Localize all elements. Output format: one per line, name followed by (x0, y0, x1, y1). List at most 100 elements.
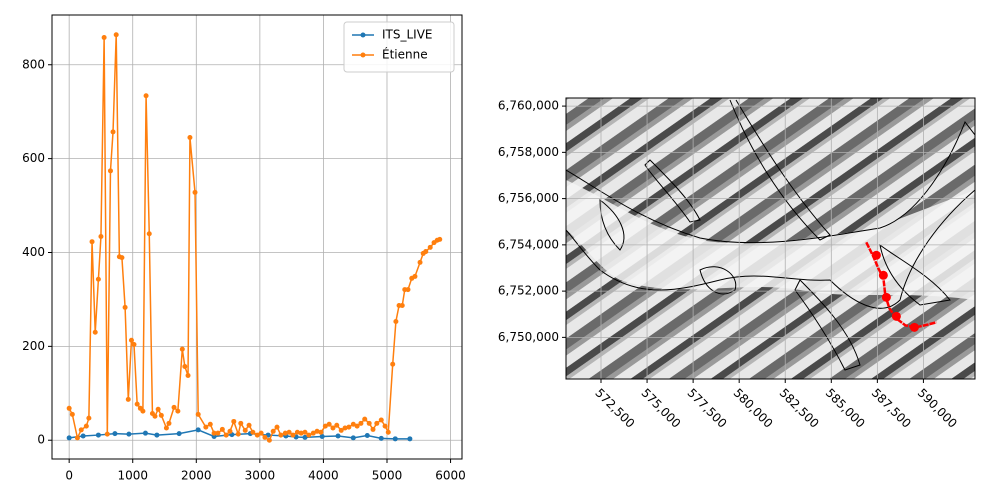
point (322, 423, 328, 429)
point (342, 425, 348, 431)
point (335, 433, 341, 439)
point (412, 273, 418, 279)
point (166, 420, 172, 426)
point (104, 431, 110, 437)
point (98, 234, 104, 240)
point (74, 435, 80, 441)
point (171, 404, 177, 410)
point (155, 406, 161, 412)
y-tick-label: 6,750,000 (498, 330, 559, 344)
point (140, 408, 146, 414)
point (175, 408, 181, 414)
point (302, 434, 308, 440)
point (242, 427, 248, 433)
point (274, 424, 280, 430)
point (405, 287, 411, 293)
point (286, 429, 292, 435)
point (80, 433, 86, 439)
point (66, 435, 72, 441)
y-tick-label: 200 (22, 339, 45, 353)
point (282, 430, 288, 436)
y-tick-label: 400 (22, 245, 45, 259)
point (195, 427, 201, 433)
point (235, 431, 241, 437)
x-tick-label: 580,000 (731, 386, 776, 431)
point (346, 424, 352, 430)
axes-frame (51, 14, 463, 460)
point (122, 304, 128, 310)
x-tick-label: 577,500 (685, 386, 730, 431)
point (125, 396, 131, 402)
map-point (909, 322, 919, 332)
point (358, 420, 364, 426)
point (423, 249, 429, 255)
point (231, 418, 237, 424)
y-tick-label: 6,758,000 (498, 145, 559, 159)
point (163, 425, 169, 431)
point (66, 405, 72, 411)
y-tick-label: 800 (22, 57, 45, 71)
point (185, 372, 191, 378)
point (89, 239, 95, 245)
axes-frame (565, 97, 976, 380)
point (126, 431, 132, 437)
x-tick-label: 0 (65, 469, 73, 483)
point (407, 436, 413, 442)
point (390, 361, 396, 367)
point (302, 429, 308, 435)
point (134, 401, 140, 407)
point (366, 420, 372, 426)
y-tick-label: 600 (22, 151, 45, 165)
x-tick-label: 1000 (117, 469, 148, 483)
x-tick-label: 5000 (372, 469, 403, 483)
point (362, 416, 368, 422)
legend-label: ITS_LIVE (382, 28, 433, 42)
point (176, 431, 182, 437)
point (334, 422, 340, 428)
point (187, 134, 193, 140)
x-tick-label: 572,500 (592, 386, 637, 431)
point (86, 415, 92, 421)
point (113, 32, 119, 38)
point (254, 432, 260, 438)
point (152, 413, 158, 419)
point (378, 417, 384, 423)
x-tick-label: 6000 (435, 469, 466, 483)
point (427, 244, 433, 250)
point (158, 412, 164, 418)
point (146, 231, 152, 237)
point (378, 435, 384, 441)
point (143, 93, 149, 99)
point (310, 430, 316, 436)
y-tick-label: 6,754,000 (498, 237, 559, 251)
point (392, 436, 398, 442)
point (350, 435, 356, 441)
point (364, 433, 370, 439)
x-tick-label: 4000 (308, 469, 339, 483)
point (112, 431, 118, 437)
point (131, 341, 137, 347)
map-point (891, 311, 901, 321)
point (182, 364, 188, 370)
point (215, 430, 221, 436)
point (306, 432, 312, 438)
point (399, 303, 405, 309)
point (154, 432, 160, 438)
legend-marker (360, 52, 366, 58)
point (195, 411, 201, 417)
x-tick-label: 575,000 (638, 386, 683, 431)
point (95, 276, 101, 282)
point (128, 337, 134, 343)
point (374, 420, 380, 426)
point (223, 432, 229, 438)
point (179, 346, 185, 352)
point (319, 433, 325, 439)
point (266, 437, 272, 443)
y-tick-label: 0 (37, 433, 45, 447)
point (298, 430, 304, 436)
point (92, 329, 98, 335)
point (211, 430, 217, 436)
point (110, 129, 116, 135)
point (318, 429, 324, 435)
